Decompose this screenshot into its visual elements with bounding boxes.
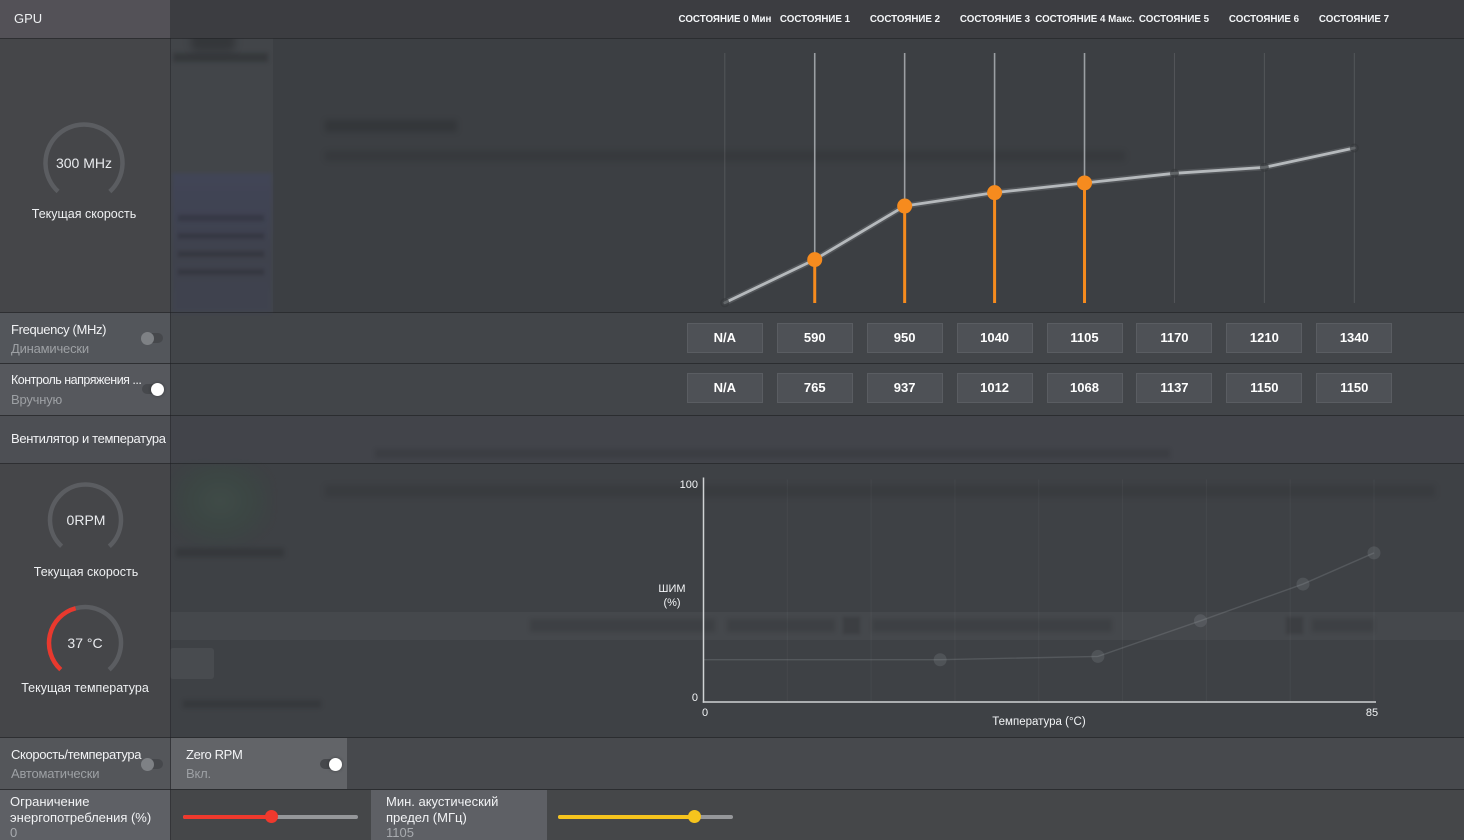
current-temperature-value: 37 °C [67,635,103,651]
voltage-control-title: Контроль напряжения ... [11,373,142,387]
separator [0,415,1464,416]
frequency-states-chart[interactable] [170,38,1464,313]
current-temperature-label: Текущая температура [21,681,149,695]
current-fan-speed-gauge [46,482,124,672]
frequency-mode-toggle[interactable] [141,331,163,345]
power-limit-slider[interactable] [183,810,358,823]
power-limit-value: 0 [10,825,18,840]
separator [0,363,1464,364]
separator [0,463,1464,464]
speed-temperature-toggle-knob [141,757,154,771]
zero-rpm-toggle[interactable] [320,757,342,771]
fan-temperature-section-title: Вентилятор и температура [11,431,166,446]
power-limit-slider-fill [183,814,271,819]
fan-chart-x-min-label: 0 [701,707,709,719]
separator [0,737,1464,738]
state-header-4[interactable]: СОСТОЯНИЕ 4 Макс. [1034,14,1135,25]
separator [0,312,1464,313]
separator [0,789,1464,790]
state-header-5[interactable]: СОСТОЯНИЕ 5 [1139,14,1210,25]
fan-chart-y-min-label: 0 [691,692,698,704]
frequency-mode-toggle-knob [141,331,154,345]
zero-rpm-title: Zero RPM [186,747,243,762]
fan-chart-panel [170,464,1464,737]
state-header-6[interactable]: СОСТОЯНИЕ 6 [1229,14,1300,25]
frequency-value-box-7[interactable]: 1340 [1316,323,1393,353]
speed-temperature-title: Скорость/температура [11,747,142,762]
fan-section-spacer [170,416,1464,463]
speed-temperature-mode: Автоматически [11,766,100,781]
frequency-value-box-5[interactable]: 1170 [1136,323,1213,353]
current-speed-gauge [43,122,125,194]
frequency-value-box-1[interactable]: 590 [776,323,853,353]
fan-chart-x-axis-title: Температура (°C) [992,716,1086,728]
current-fan-speed-label: Текущая скорость [33,565,139,579]
power-limit-cell[interactable]: Ограничение энергопотребления (%) 0 [0,790,170,840]
current-speed-value: 300 MHz [55,155,113,171]
voltage-value-box-0[interactable]: N/A [686,373,763,403]
state-header-7[interactable]: СОСТОЯНИЕ 7 [1319,14,1390,25]
fan-chart-y-axis-title: ШИМ (%) [658,583,686,609]
frequency-value-box-4[interactable]: 1105 [1046,323,1123,353]
fan-settings-row [170,738,1464,789]
frequency-setting-title: Frequency (MHz) [11,322,107,337]
current-speed-label: Текущая скорость [31,207,137,221]
voltage-value-box-2[interactable]: 937 [866,373,943,403]
acoustic-limit-slider[interactable] [558,810,733,823]
fan-temperature-section-header: Вентилятор и температура [0,416,170,463]
current-fan-speed-value: 0RPM [66,512,106,528]
acoustic-limit-slider-fill [558,814,694,819]
zero-rpm-toggle-knob [329,757,342,771]
zero-rpm-cell[interactable]: Zero RPM Вкл. [171,738,347,789]
frequency-value-box-0[interactable]: N/A [686,323,763,353]
voltage-value-box-4[interactable]: 1068 [1046,373,1123,403]
separator [0,38,1464,39]
frequency-value-box-3[interactable]: 1040 [956,323,1033,353]
voltage-value-box-7[interactable]: 1150 [1316,373,1393,403]
state-header-3[interactable]: СОСТОЯНИЕ 3 [959,14,1030,25]
voltage-value-box-5[interactable]: 1137 [1136,373,1213,403]
gpu-header-cell[interactable]: GPU [0,0,170,38]
acoustic-limit-title: Мин. акустический предел (МГц) [386,794,499,825]
state-header-1[interactable]: СОСТОЯНИЕ 1 [779,14,850,25]
gpu-header-label: GPU [14,11,43,26]
limits-row [170,790,1464,840]
voltage-control-toggle[interactable] [142,382,164,396]
acoustic-limit-slider-thumb[interactable] [687,810,701,823]
voltage-value-box-1[interactable]: 765 [776,373,853,403]
fan-chart-x-max-label: 85 [1365,707,1379,719]
voltage-control-toggle-knob [151,382,164,396]
frequency-setting-mode: Динамически [11,341,89,356]
frequency-chart-panel [170,38,1464,313]
rail-separator [170,0,171,840]
voltage-control-mode: Вручную [11,392,63,407]
voltage-value-box-6[interactable]: 1150 [1226,373,1303,403]
frequency-value-box-2[interactable]: 950 [866,323,943,353]
speed-temperature-cell[interactable]: Скорость/температура Автоматически [0,738,170,789]
states-header-band: СОСТОЯНИЕ 0 Мин СОСТОЯНИЕ 1 СОСТОЯНИЕ 2 СОС… [170,0,1464,38]
zero-rpm-state: Вкл. [186,766,211,781]
voltage-control-cell[interactable]: Контроль напряжения ... Вручную [0,364,170,415]
power-limit-slider-thumb[interactable] [264,810,278,823]
voltage-value-box-3[interactable]: 1012 [956,373,1033,403]
frequency-value-box-6[interactable]: 1210 [1226,323,1303,353]
fan-chart-y-max-label: 100 [679,479,698,491]
fan-curve-chart[interactable] [170,464,1464,737]
state-header-2[interactable]: СОСТОЯНИЕ 2 [869,14,940,25]
state-header-0[interactable]: СОСТОЯНИЕ 0 Мин [678,14,772,25]
power-limit-title: Ограничение энергопотребления (%) [10,794,152,825]
frequency-setting-cell[interactable]: Frequency (MHz) Динамически [0,313,170,363]
speed-temperature-toggle[interactable] [141,757,163,771]
acoustic-limit-cell[interactable]: Мин. акустический предел (МГц) 1105 [371,790,547,840]
acoustic-limit-value: 1105 [386,825,414,840]
